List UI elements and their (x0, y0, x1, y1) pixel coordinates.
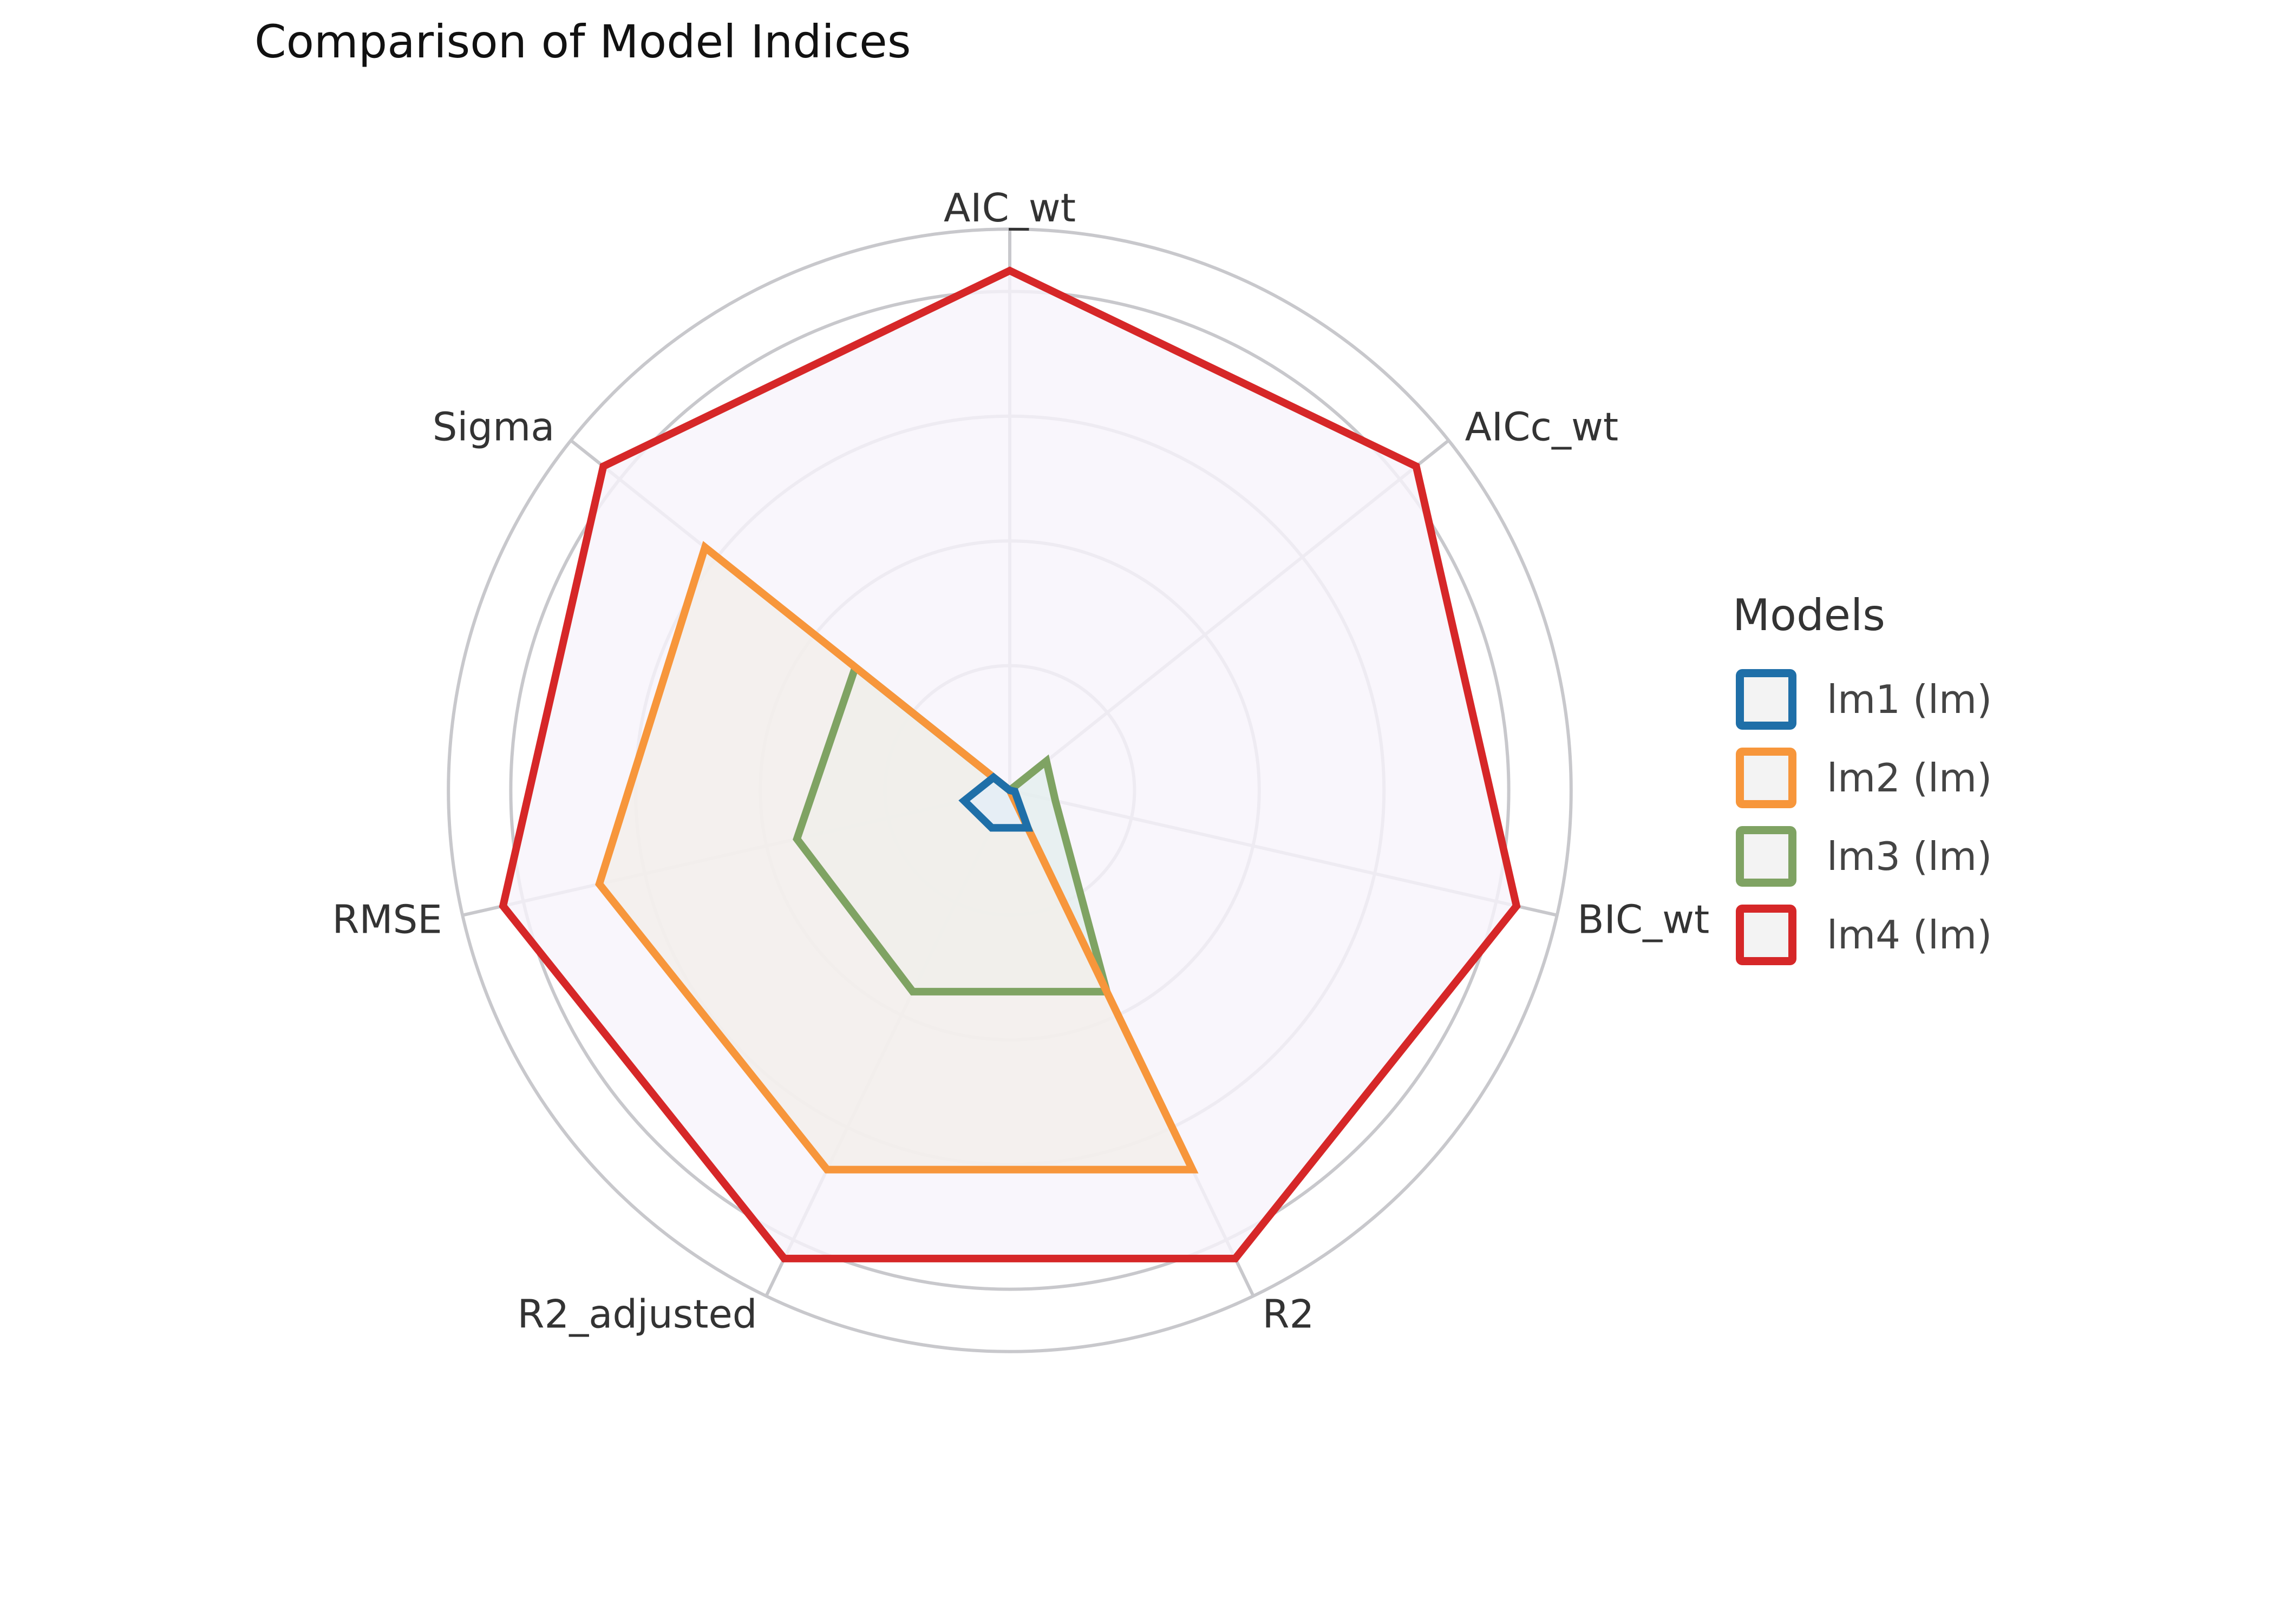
legend-title: Models (1733, 590, 1885, 640)
grid-ring (447, 227, 1573, 1353)
series-line (499, 266, 1521, 1262)
series-fills (503, 271, 1517, 1259)
legend-item[interactable]: lm2 (lm) (1733, 738, 1992, 817)
legend: Models lm1 (lm) lm2 (lm) lm3 (lm) lm4 (lm) (1733, 590, 1992, 974)
series-line (793, 660, 1112, 996)
legend-item[interactable]: lm4 (lm) (1733, 895, 1992, 974)
legend-label: lm4 (lm) (1827, 912, 1992, 958)
series-fill (599, 547, 1193, 1170)
axis-label: Sigma (433, 404, 555, 450)
series-line (595, 541, 1199, 1174)
legend-swatch (1736, 669, 1796, 730)
chart-title: Comparison of Model Indices (254, 15, 911, 68)
legend-swatch (1736, 747, 1796, 808)
axis-label: BIC_wt (1577, 896, 1709, 942)
axis-labels: Sigma AIC_wt AICc_wt BIC_wt R2 R2_adjusted RMS… (332, 185, 1709, 1337)
legend-swatch (1736, 826, 1796, 887)
legend-item[interactable]: lm3 (lm) (1733, 817, 1992, 895)
axis-label: AICc_wt (1465, 404, 1618, 450)
series-lines (499, 266, 1521, 1262)
axis-label: R2 (1263, 1292, 1315, 1337)
legend-items: lm1 (lm) lm2 (lm) lm3 (lm) lm4 (lm) (1733, 660, 1992, 974)
axis-label: AIC_wt (944, 185, 1076, 231)
series-line (958, 772, 1034, 832)
legend-label: lm1 (lm) (1827, 676, 1992, 722)
legend-label: lm3 (lm) (1827, 833, 1992, 879)
legend-item[interactable]: lm1 (lm) (1733, 660, 1992, 738)
legend-swatch (1736, 904, 1796, 965)
axis-label: R2_adjusted (517, 1292, 757, 1337)
axis-label: RMSE (332, 896, 442, 942)
legend-label: lm2 (lm) (1827, 755, 1992, 801)
